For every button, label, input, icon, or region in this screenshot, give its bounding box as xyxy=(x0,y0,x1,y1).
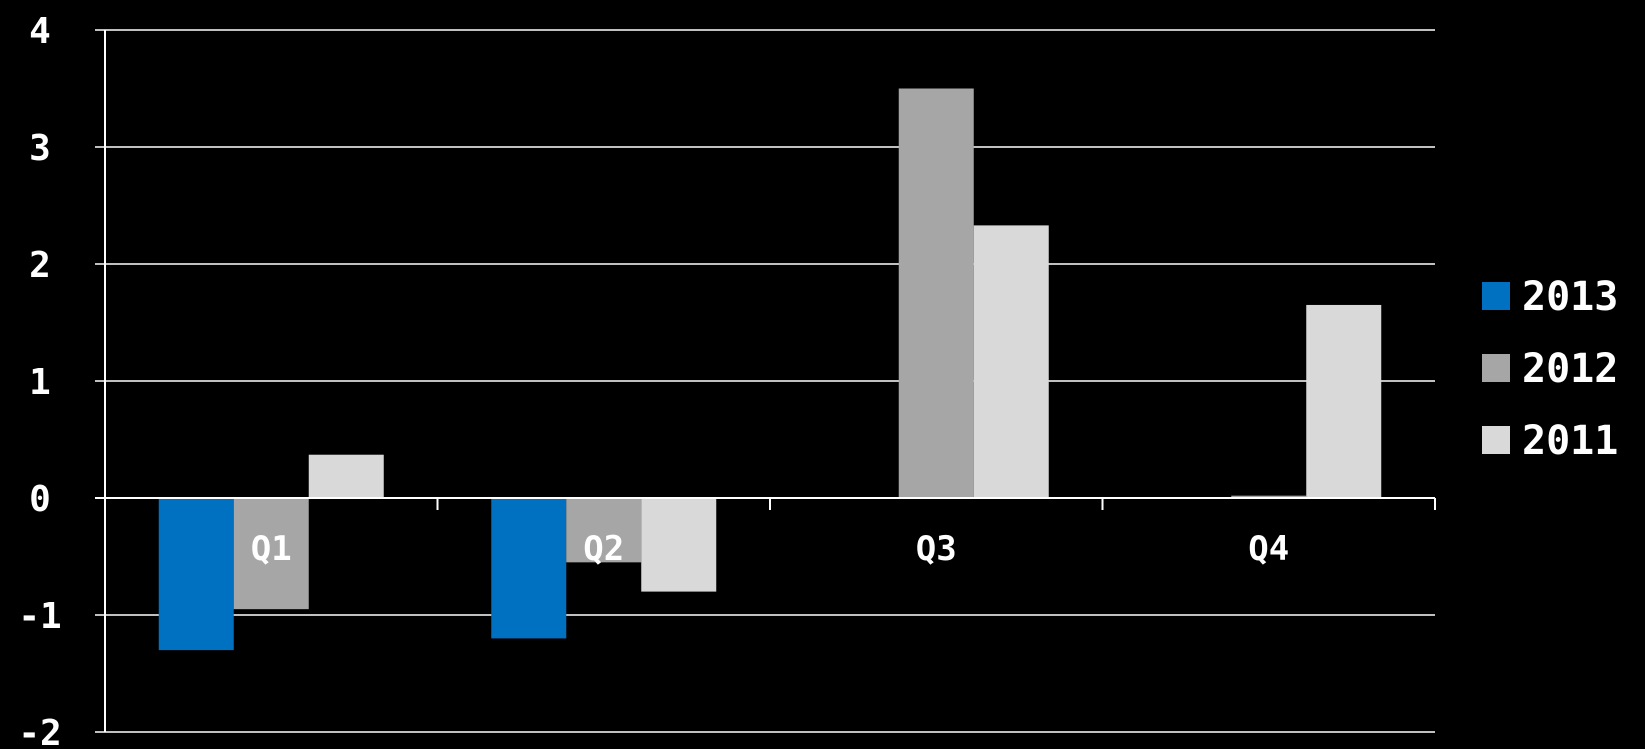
bar-2012-Q1 xyxy=(233,498,309,610)
x-tick-label: Q2 xyxy=(583,529,624,569)
legend: 2013 2012 2011 xyxy=(1482,274,1618,464)
bar-2012-Q4 xyxy=(1231,495,1307,498)
y-tick-label: 3 xyxy=(29,128,51,169)
x-axis-tick-labels: Q1 Q2 Q3 Q4 xyxy=(251,529,1289,569)
legend-swatch-2013 xyxy=(1482,282,1510,310)
bar-2011-Q1 xyxy=(308,454,384,498)
y-tick-label: 4 xyxy=(29,11,51,52)
bar-2012-Q2 xyxy=(566,498,642,563)
y-tick-label: -1 xyxy=(18,596,61,637)
x-tick-label: Q4 xyxy=(1248,529,1289,569)
legend-label-2011: 2011 xyxy=(1522,418,1618,464)
bar-2011-Q4 xyxy=(1306,304,1382,498)
x-tick-label: Q1 xyxy=(251,529,292,569)
bars xyxy=(158,88,1382,651)
y-tick-label: 0 xyxy=(29,479,51,520)
x-tick-label: Q3 xyxy=(916,529,957,569)
y-axis-tick-labels: -2 -1 0 1 2 3 4 xyxy=(18,11,61,749)
legend-swatch-2012 xyxy=(1482,354,1510,382)
axes xyxy=(95,30,1436,732)
gridlines xyxy=(95,29,1435,733)
legend-label-2013: 2013 xyxy=(1522,274,1618,320)
legend-label-2012: 2012 xyxy=(1522,346,1618,392)
bar-2013-Q2 xyxy=(491,498,567,639)
legend-swatch-2011 xyxy=(1482,426,1510,454)
y-tick-label: 2 xyxy=(29,245,51,286)
y-tick-label: -2 xyxy=(18,713,61,749)
bar-2012-Q3 xyxy=(898,88,974,498)
bar-2011-Q3 xyxy=(973,225,1049,498)
bar-2013-Q1 xyxy=(158,498,234,651)
y-tick-label: 1 xyxy=(29,362,51,403)
bar-2011-Q2 xyxy=(641,498,717,592)
